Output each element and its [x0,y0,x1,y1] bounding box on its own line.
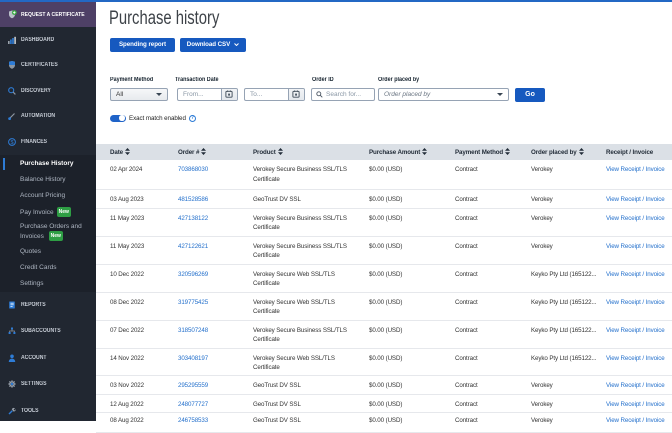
svg-text:$: $ [10,140,13,146]
